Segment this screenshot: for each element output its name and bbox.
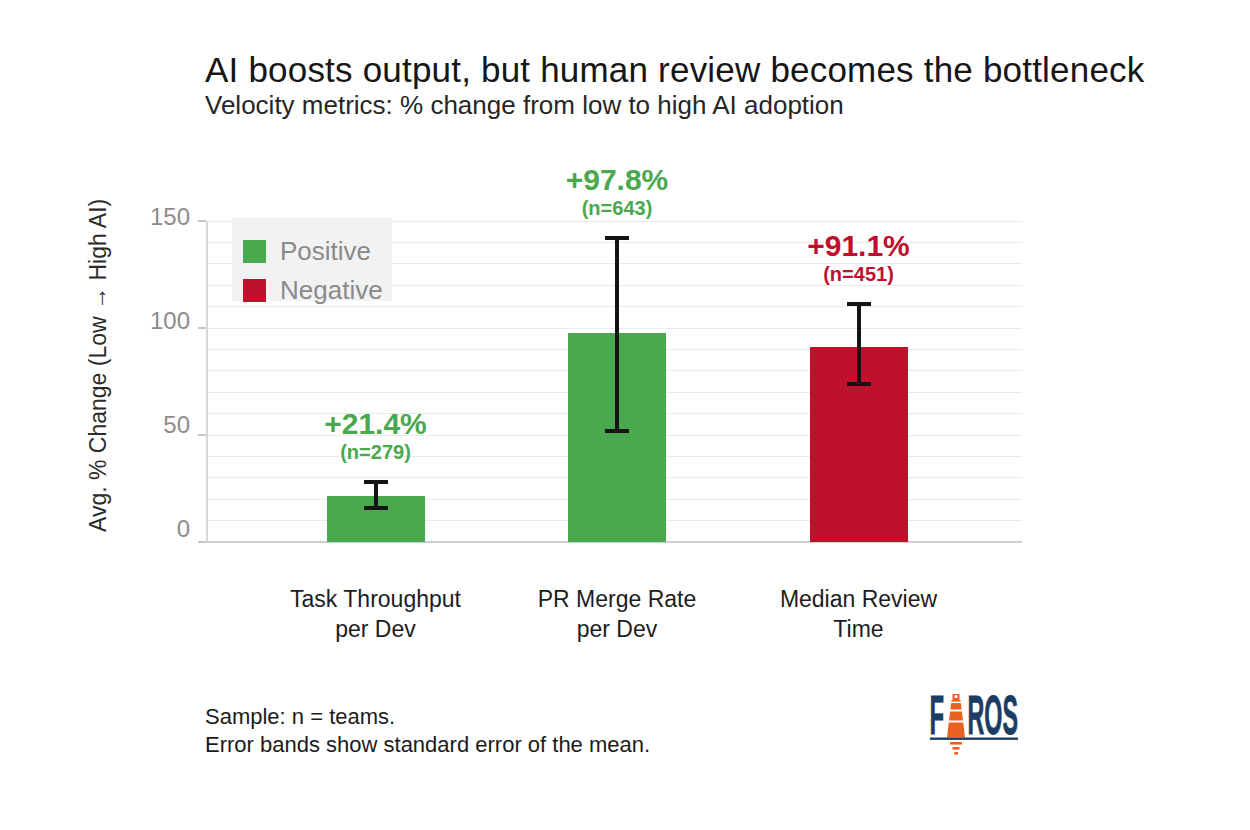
x-category-line2: per Dev	[487, 614, 747, 644]
y-axis-title: Avg. % Change (Low → High AI)	[85, 199, 112, 532]
svg-text:ROS: ROS	[968, 692, 1018, 745]
x-category-pr-merge-rate: PR Merge Rate per Dev	[487, 584, 747, 644]
faros-logo-graphic: F ROS	[928, 692, 1022, 758]
x-category-line1: PR Merge Rate	[487, 584, 747, 614]
value-label-task-throughput: +21.4% (n=279)	[256, 408, 496, 464]
error-bar-stem-task-throughput	[374, 482, 378, 508]
error-bar-cap-top-task-throughput	[364, 480, 388, 484]
legend-label-negative: Negative	[280, 275, 383, 306]
x-category-median-review-time: Median Review Time	[729, 584, 989, 644]
x-category-line2: per Dev	[246, 614, 506, 644]
chart-canvas: AI boosts output, but human review becom…	[0, 0, 1250, 830]
y-tick-mark	[198, 327, 206, 329]
value-n: (n=279)	[256, 440, 496, 464]
value-n: (n=643)	[497, 196, 737, 220]
y-axis-line	[206, 221, 208, 543]
footnote-line1: Sample: n = teams.	[205, 703, 650, 731]
legend-swatch-negative	[243, 279, 266, 302]
svg-text:F: F	[930, 692, 945, 745]
x-category-task-throughput: Task Throughput per Dev	[246, 584, 506, 644]
value-n: (n=451)	[739, 262, 979, 286]
legend-label-positive: Positive	[280, 236, 371, 267]
legend-swatch-positive	[243, 240, 266, 263]
y-tick-label: 50	[130, 411, 190, 439]
legend-item-positive: Positive	[243, 236, 392, 267]
chart-title: AI boosts output, but human review becom…	[205, 50, 1144, 90]
legend: Positive Negative	[232, 218, 392, 301]
error-bar-cap-bottom-task-throughput	[364, 506, 388, 510]
y-tick-mark	[198, 434, 206, 436]
error-bar-cap-bottom-median-review-time	[847, 382, 871, 386]
value-label-pr-merge-rate: +97.8% (n=643)	[497, 164, 737, 220]
error-bar-cap-top-median-review-time	[847, 302, 871, 306]
y-tick-mark	[198, 541, 206, 543]
footnote-line2: Error bands show standard error of the m…	[205, 731, 650, 759]
value-pct: +21.4%	[256, 408, 496, 440]
faros-logo: F ROS	[928, 692, 1022, 762]
error-bar-stem-median-review-time	[857, 304, 861, 383]
error-bar-cap-top-pr-merge-rate	[605, 236, 629, 240]
y-tick-label: 100	[130, 307, 190, 335]
value-pct: +91.1%	[739, 230, 979, 262]
chart-subtitle: Velocity metrics: % change from low to h…	[205, 91, 844, 120]
y-tick-label: 0	[130, 515, 190, 543]
x-category-line1: Task Throughput	[246, 584, 506, 614]
error-bar-stem-pr-merge-rate	[615, 238, 619, 431]
x-category-line1: Median Review	[729, 584, 989, 614]
legend-item-negative: Negative	[243, 275, 392, 306]
value-label-median-review-time: +91.1% (n=451)	[739, 230, 979, 286]
error-bar-cap-bottom-pr-merge-rate	[605, 429, 629, 433]
x-category-line2: Time	[729, 614, 989, 644]
y-tick-mark	[198, 220, 206, 222]
y-tick-label: 150	[130, 203, 190, 231]
footnote: Sample: n = teams. Error bands show stan…	[205, 703, 650, 759]
value-pct: +97.8%	[497, 164, 737, 196]
